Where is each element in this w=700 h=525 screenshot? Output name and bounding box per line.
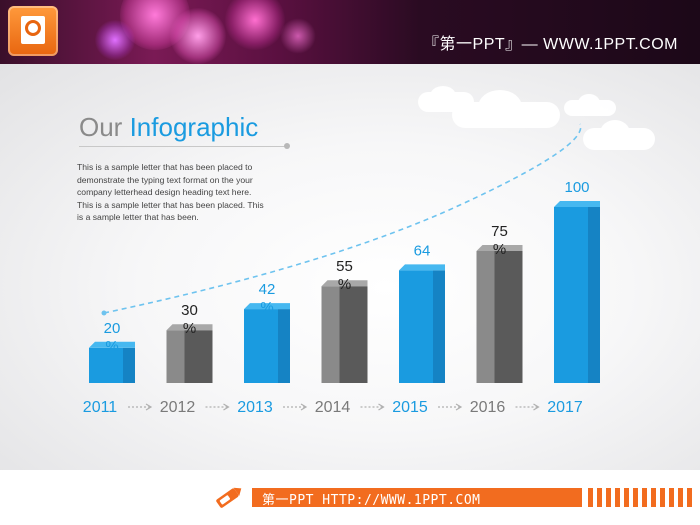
logo-mark: [25, 20, 41, 36]
tick-label-2016: 2016: [470, 399, 506, 416]
stripe: [687, 488, 692, 507]
value-label-2016: 75: [491, 223, 508, 240]
cloud-decoration: [430, 86, 456, 106]
bar-2017: [554, 201, 600, 383]
bar-side: [166, 330, 185, 383]
value-label-percent: %: [260, 299, 273, 316]
bar-side: [278, 309, 290, 383]
bar-front: [184, 330, 213, 383]
bokeh-decoration: [170, 8, 226, 64]
tick-label-2015: 2015: [392, 399, 428, 416]
cloud-decoration: [600, 120, 630, 146]
tick-label-2012: 2012: [160, 399, 196, 416]
stripe: [669, 488, 674, 507]
bar-2014: [321, 280, 368, 383]
title-part-our: Our: [79, 112, 130, 142]
stripe: [588, 488, 593, 507]
value-label-2011: 20: [104, 320, 121, 337]
bar-side: [321, 286, 340, 383]
bar-front: [399, 270, 433, 383]
bar-side: [433, 270, 445, 383]
bokeh-decoration: [280, 18, 316, 54]
value-label-2015: 64: [414, 242, 431, 259]
footer-text: 第一PPT HTTP://WWW.1PPT.COM: [262, 493, 481, 508]
powerpoint-logo-icon: [8, 6, 58, 56]
tick-label-2011: 2011: [83, 399, 118, 416]
bar-front: [339, 286, 368, 383]
stripe: [678, 488, 683, 507]
stripe: [633, 488, 638, 507]
value-label-percent: %: [105, 338, 118, 355]
value-label-percent: %: [493, 241, 506, 258]
bar-side: [476, 251, 495, 383]
bokeh-decoration: [95, 20, 135, 60]
bar-2016: [476, 245, 523, 383]
tick-label-2014: 2014: [315, 399, 351, 416]
bar-front: [89, 347, 123, 383]
slide-title: Our Infographic: [79, 112, 258, 143]
footer-stripes: [588, 488, 700, 507]
stripe: [642, 488, 647, 507]
bar-top: [399, 264, 445, 271]
year-arrow: [283, 403, 308, 411]
bar-top: [89, 341, 135, 348]
bar-2015: [399, 264, 445, 383]
value-label-2012: 30: [181, 302, 198, 319]
stripe: [660, 488, 665, 507]
bar-top: [321, 280, 368, 287]
bar-top: [476, 245, 523, 251]
footer-bar: [252, 488, 582, 507]
bar-front: [244, 309, 278, 383]
bar-side: [588, 207, 600, 383]
value-label-2014: 55: [336, 258, 353, 275]
trend-start-dot: [101, 310, 107, 316]
bokeh-decoration: [225, 0, 285, 50]
tick-label-2017: 2017: [547, 399, 583, 416]
trend-line: [103, 123, 582, 314]
title-part-infographic: Infographic: [129, 112, 259, 142]
year-arrow: [128, 403, 153, 411]
stripe: [597, 488, 602, 507]
description-text: This is a sample letter that has been pl…: [77, 162, 264, 222]
year-arrow: [205, 403, 230, 411]
stripe: [606, 488, 611, 507]
bar-top: [166, 324, 213, 331]
bar-2011: [89, 341, 135, 383]
title-underline-dot: [284, 143, 290, 149]
stripe: [651, 488, 656, 507]
cloud-decoration: [578, 94, 600, 112]
year-arrow: [438, 403, 463, 411]
header-banner: 『第一PPT』— WWW.1PPT.COM: [0, 0, 700, 64]
year-arrow: [360, 403, 385, 411]
year-arrow: [515, 403, 540, 411]
tick-label-2013: 2013: [237, 399, 273, 416]
value-label-percent: %: [338, 276, 351, 293]
pencil-icon: [216, 487, 242, 508]
value-label-2017: 100: [564, 179, 589, 196]
bar-top: [244, 303, 290, 310]
value-label-2013: 42: [259, 281, 276, 298]
bar-side: [123, 347, 135, 383]
header-title: 『第一PPT』— WWW.1PPT.COM: [423, 36, 678, 53]
bar-2013: [244, 303, 290, 383]
value-label-percent: %: [183, 320, 196, 337]
bar-front: [494, 251, 523, 383]
title-underline: [79, 146, 285, 147]
bar-front: [554, 207, 588, 383]
stripe: [624, 488, 629, 507]
stripe: [615, 488, 620, 507]
cloud-decoration: [478, 90, 522, 124]
bar-top: [554, 201, 600, 207]
bar-2012: [166, 324, 213, 383]
